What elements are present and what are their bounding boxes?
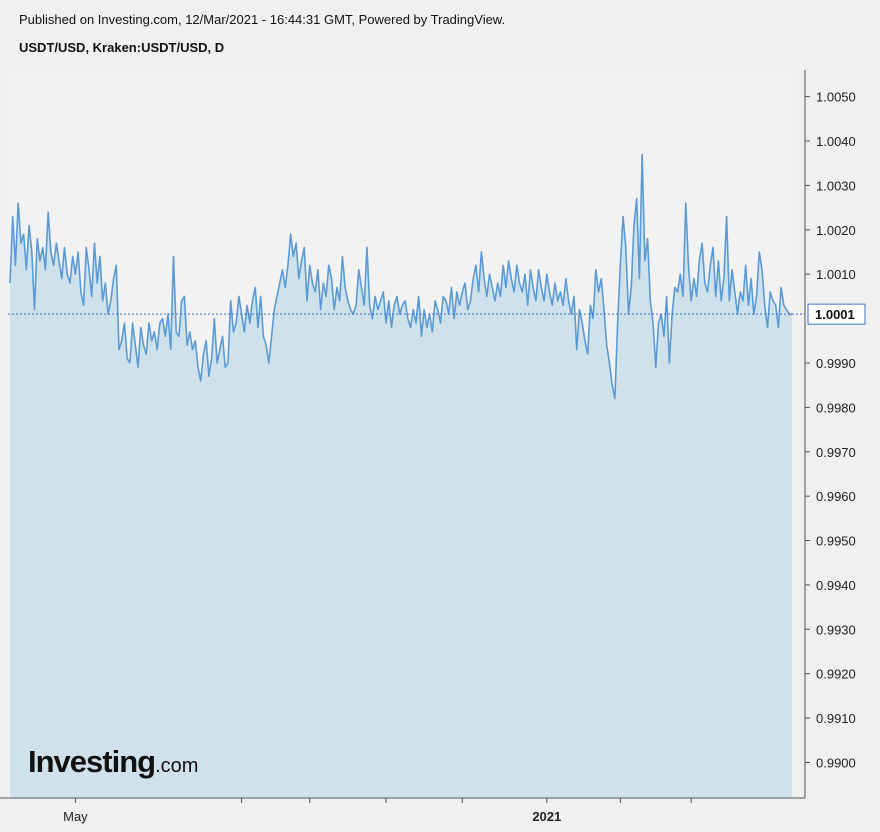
published-info: Published on Investing.com, 12/Mar/2021 … — [19, 12, 506, 27]
y-tick-label: 0.9990 — [816, 356, 856, 371]
y-tick-label: 1.0010 — [816, 267, 856, 282]
x-tick-label: May — [63, 809, 88, 824]
y-tick-label: 0.9970 — [816, 445, 856, 460]
area-layer — [10, 154, 792, 799]
series-area — [10, 154, 792, 799]
logo-suffix-text: .com — [155, 755, 199, 777]
y-tick-label: 0.9920 — [816, 667, 856, 682]
investing-logo: Investing.com — [28, 744, 198, 780]
last-price-tag — [807, 303, 866, 325]
y-tick-label: 0.9980 — [816, 400, 856, 415]
y-tick-label: 1.0040 — [816, 134, 856, 149]
y-tick-label: 0.9910 — [816, 711, 856, 726]
y-axis-ticks: 1.0050 1.0040 1.0030 1.0020 1.0010 0.9990 0.99… — [805, 90, 856, 770]
y-tick-label: 0.9900 — [816, 755, 856, 770]
symbol-title: USDT/USD, Kraken:USDT/USD, D — [19, 40, 225, 55]
axes — [0, 70, 806, 799]
y-tick-label: 1.0030 — [816, 178, 856, 193]
logo-main-text: Investing — [28, 744, 156, 779]
y-tick-label: 0.9940 — [816, 578, 856, 593]
series-line — [9, 153, 792, 400]
x-tick-label: 2021 — [532, 809, 561, 824]
y-tick-label: 0.9930 — [816, 622, 856, 637]
x-axis-ticks: May 2021 — [63, 798, 692, 824]
last-price-label: 1.0001 — [815, 307, 855, 322]
last-price-layer: 1.0001 — [8, 303, 866, 325]
y-tick-label: 1.0020 — [816, 223, 856, 238]
y-tick-label: 0.9960 — [816, 489, 856, 504]
y-tick-label: 0.9950 — [816, 534, 856, 549]
y-tick-label: 1.0050 — [816, 90, 856, 105]
line-layer — [9, 153, 792, 400]
